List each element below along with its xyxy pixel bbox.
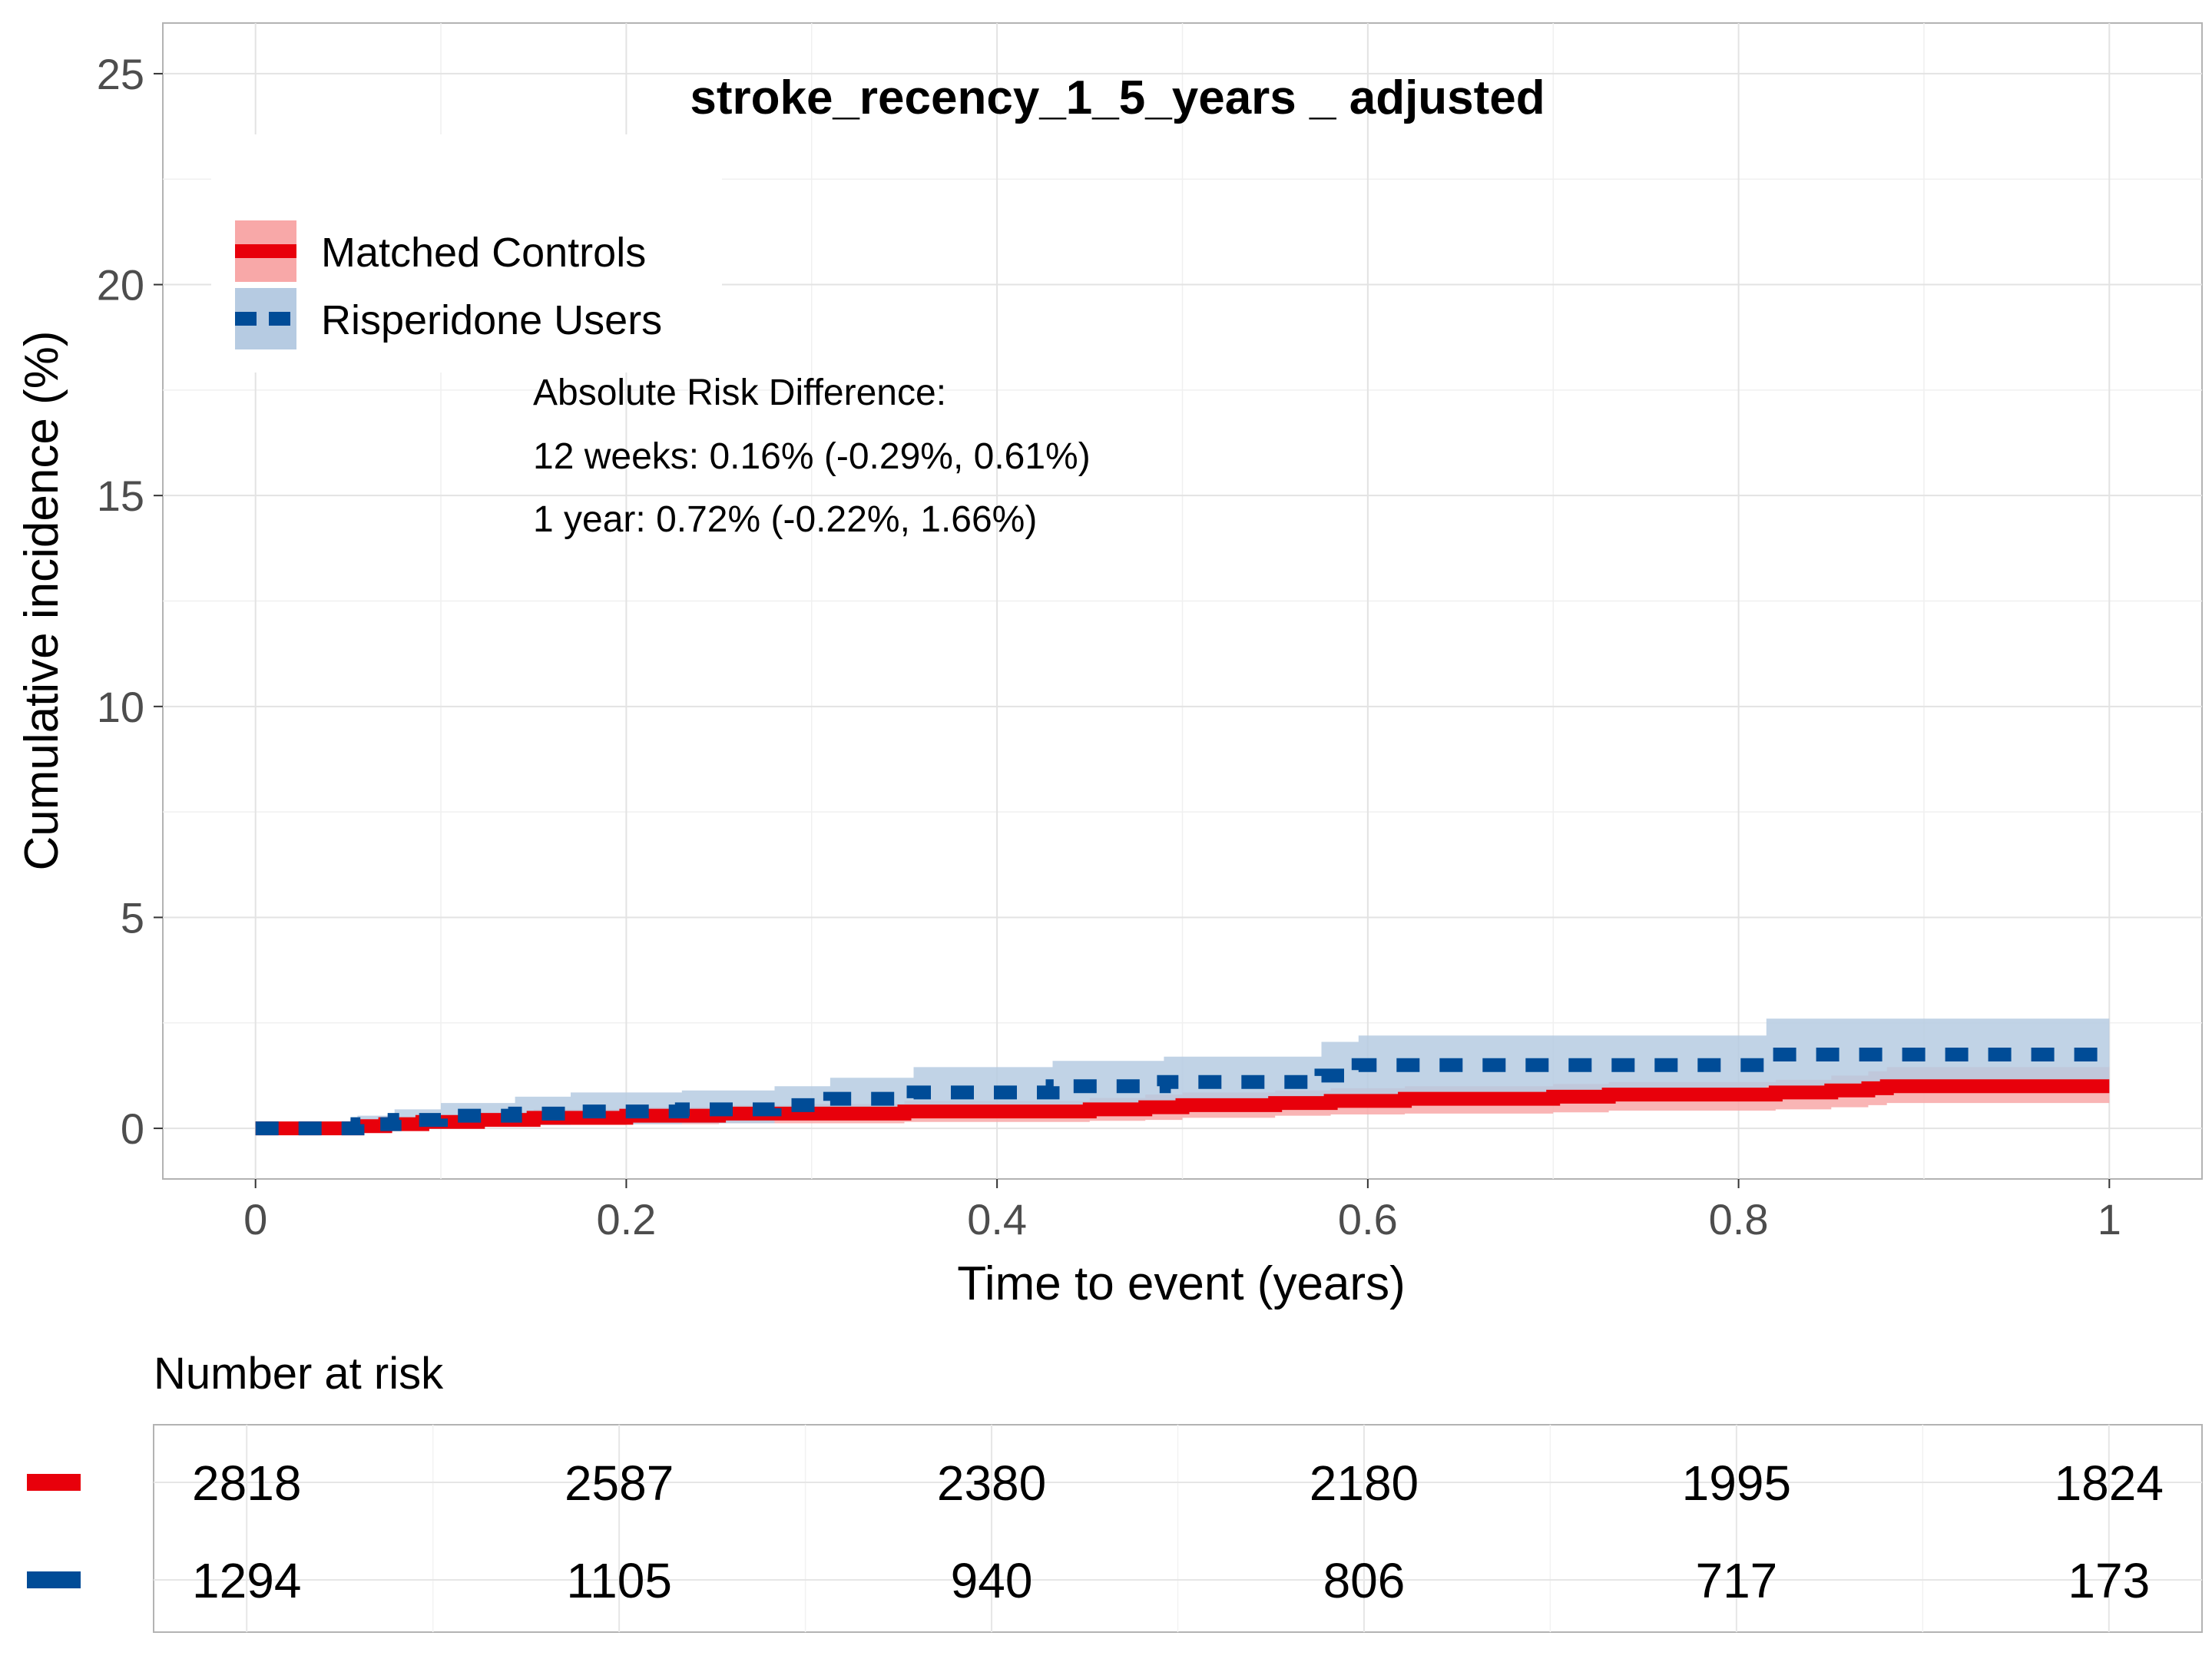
legend: Matched Controls Risperidone Users bbox=[211, 134, 722, 373]
x-axis-ticks: 0 0.2 0.4 0.6 0.8 1 bbox=[243, 1179, 2121, 1243]
risk-value: 2818 bbox=[192, 1455, 301, 1511]
legend-item-matched-controls: Matched Controls bbox=[235, 220, 646, 282]
y-axis-title: Cumulative incidence (%) bbox=[15, 331, 68, 871]
legend-label-matched-controls: Matched Controls bbox=[321, 230, 646, 276]
y-tick-label: 20 bbox=[97, 261, 144, 310]
y-tick-label: 15 bbox=[97, 472, 144, 520]
x-tick-label: 1 bbox=[2098, 1195, 2121, 1243]
risk-table-title: Number at risk bbox=[154, 1349, 444, 1399]
risk-value: 1294 bbox=[192, 1553, 301, 1608]
chart-title: stroke_recency_1_5_years _ adjusted bbox=[690, 71, 1545, 124]
risk-table: 2818 2587 2380 2180 1995 1824 1294 1105 940 806 71… bbox=[27, 1424, 2203, 1633]
x-tick-label: 0.6 bbox=[1338, 1195, 1398, 1243]
x-tick-label: 0.4 bbox=[967, 1195, 1027, 1243]
line-risperidone-users bbox=[255, 1048, 2110, 1136]
y-axis-ticks: 0 5 10 15 20 25 bbox=[97, 50, 163, 1153]
risk-value: 1824 bbox=[2055, 1455, 2164, 1511]
risk-value: 2180 bbox=[1310, 1455, 1419, 1511]
legend-label-risperidone-users: Risperidone Users bbox=[321, 297, 662, 343]
legend-item-risperidone-users: Risperidone Users bbox=[235, 288, 662, 349]
y-tick-label: 0 bbox=[121, 1104, 144, 1153]
y-tick-label: 10 bbox=[97, 683, 144, 731]
risk-value: 940 bbox=[951, 1553, 1033, 1608]
risk-difference-annotation: Absolute Risk Difference: 12 weeks: 0.16… bbox=[533, 373, 1091, 540]
incidence-lines bbox=[255, 1048, 2110, 1136]
x-tick-label: 0.2 bbox=[596, 1195, 656, 1243]
risk-value: 1105 bbox=[566, 1553, 672, 1608]
risk-value: 1995 bbox=[1682, 1455, 1791, 1511]
x-axis-title: Time to event (years) bbox=[957, 1257, 1405, 1310]
x-tick-label: 0 bbox=[243, 1195, 267, 1243]
risk-value: 2587 bbox=[565, 1455, 674, 1511]
ribbon-risperidone-users bbox=[255, 1018, 2110, 1129]
annotation-12-weeks: 12 weeks: 0.16% (-0.29%, 0.61%) bbox=[533, 436, 1091, 477]
risk-value: 717 bbox=[1695, 1553, 1777, 1608]
risk-value: 2380 bbox=[937, 1455, 1046, 1511]
risk-value: 173 bbox=[2068, 1553, 2150, 1608]
annotation-1-year: 1 year: 0.72% (-0.22%, 1.66%) bbox=[533, 499, 1037, 540]
y-tick-label: 5 bbox=[121, 893, 144, 942]
x-tick-label: 0.8 bbox=[1709, 1195, 1769, 1243]
annotation-heading: Absolute Risk Difference: bbox=[533, 373, 946, 413]
risk-value: 806 bbox=[1323, 1553, 1406, 1608]
y-tick-label: 25 bbox=[97, 50, 144, 98]
